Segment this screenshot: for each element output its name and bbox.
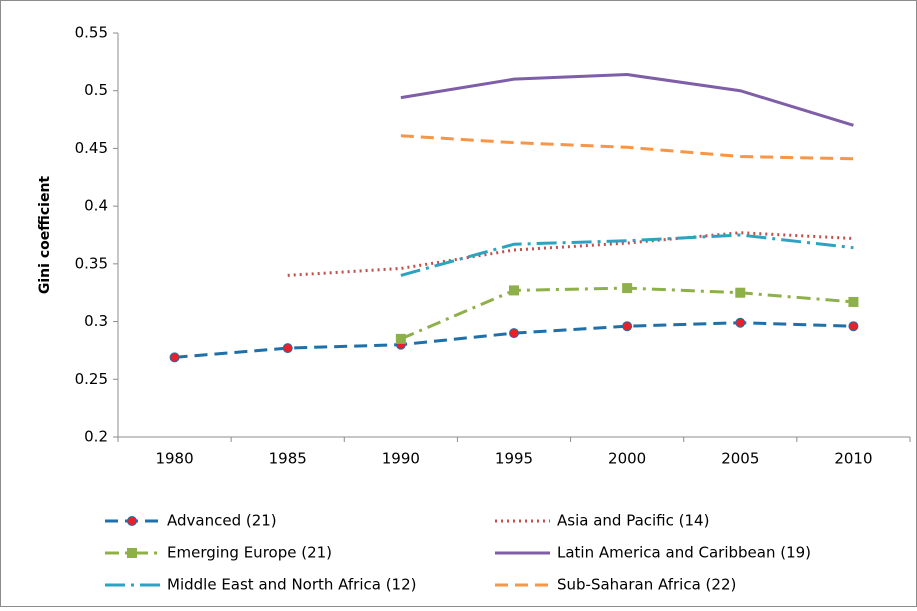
- y-tick-label: 0.2: [84, 428, 108, 446]
- data-point: [282, 343, 293, 354]
- x-tick-label: 1980: [155, 450, 193, 468]
- legend-label: Advanced (21): [167, 512, 277, 530]
- x-tick-label: 1990: [382, 450, 420, 468]
- series-line: [400, 134, 854, 161]
- data-point: [848, 296, 859, 307]
- series-line: [400, 73, 854, 127]
- x-tick-label: 2000: [608, 450, 646, 468]
- data-point: [509, 285, 519, 296]
- legend-label: Sub-Saharan Africa (22): [557, 576, 736, 594]
- y-tick-label: 0.35: [75, 254, 108, 272]
- x-tick-label: 1995: [495, 450, 533, 468]
- data-point: [622, 283, 633, 294]
- y-tick-label: 0.55: [75, 24, 108, 42]
- data-point: [395, 333, 406, 344]
- x-tick-label: 2005: [721, 450, 759, 468]
- y-tick-label: 0.3: [84, 312, 108, 330]
- series-line: [400, 233, 854, 277]
- x-tick-label: 2010: [834, 450, 872, 468]
- legend-label: Latin America and Caribbean (19): [557, 544, 811, 562]
- legend-label: Middle East and North Africa (12): [167, 576, 417, 594]
- x-tick-label: 1985: [269, 450, 307, 468]
- y-tick-label: 0.25: [75, 370, 108, 388]
- data-point: [848, 321, 859, 332]
- data-point: [509, 328, 519, 339]
- data-point: [735, 287, 746, 298]
- data-point: [169, 352, 180, 363]
- legend-label: Asia and Pacific (14): [557, 512, 709, 530]
- y-tick-label: 0.5: [84, 81, 108, 99]
- y-tick-label: 0.4: [84, 197, 108, 215]
- y-tick-label: 0.45: [75, 139, 108, 157]
- data-point: [622, 321, 633, 332]
- legend-label: Emerging Europe (21): [167, 544, 332, 562]
- legend-marker: [127, 516, 137, 526]
- data-point: [735, 317, 746, 328]
- legend-marker: [127, 548, 137, 558]
- y-axis-title: Gini coefficient: [37, 176, 53, 295]
